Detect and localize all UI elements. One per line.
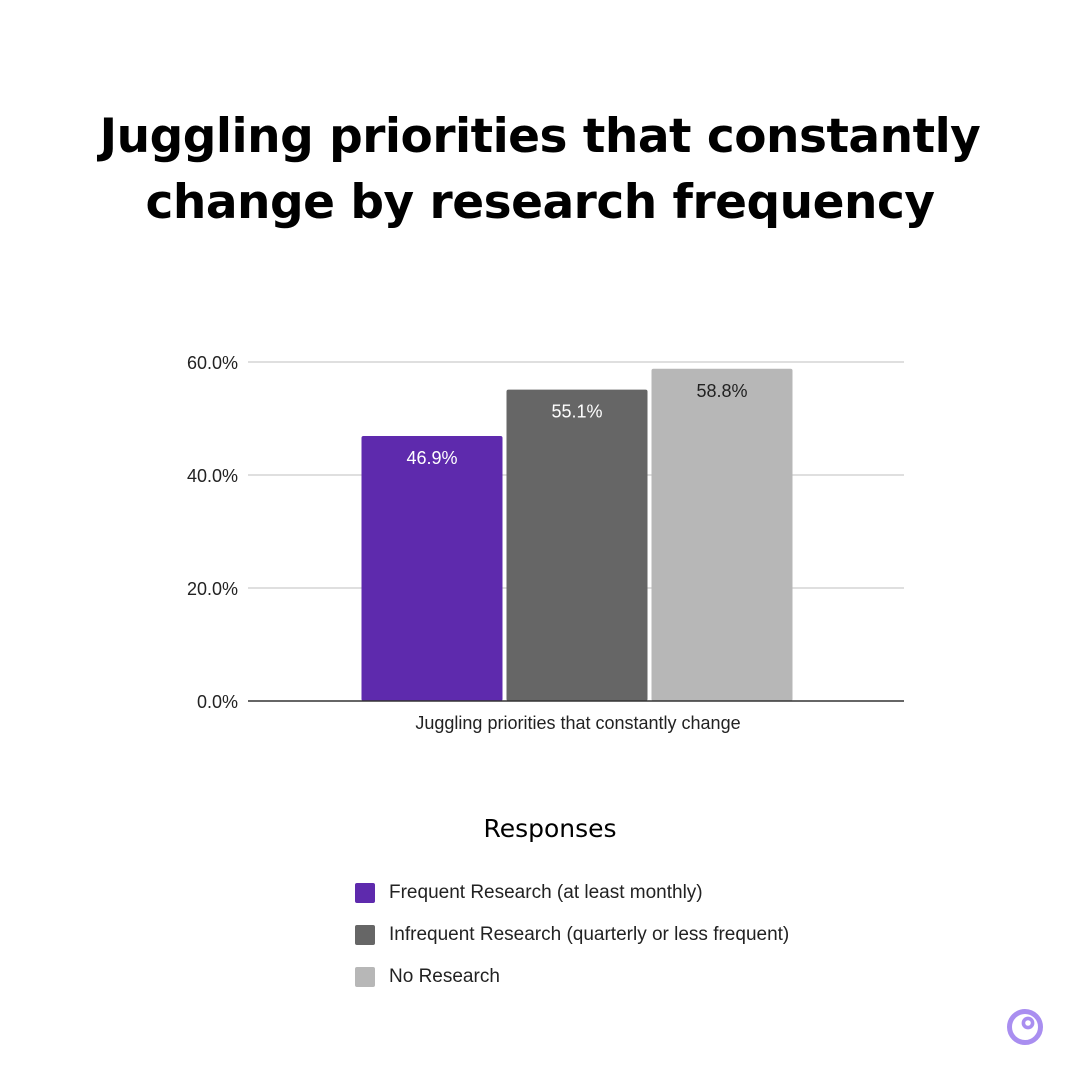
legend-item-frequent: Frequent Research (at least monthly) bbox=[355, 872, 789, 914]
legend-swatch-infrequent bbox=[355, 925, 375, 945]
y-tick-label: 0.0% bbox=[197, 692, 238, 712]
y-tick-label: 60.0% bbox=[187, 353, 238, 373]
data-label: 46.9% bbox=[406, 448, 457, 468]
chart-title: Juggling priorities that constantly chan… bbox=[0, 104, 1080, 236]
legend-label-no-research: No Research bbox=[389, 966, 500, 987]
legend-label-infrequent: Infrequent Research (quarterly or less f… bbox=[389, 924, 790, 945]
data-label: 55.1% bbox=[551, 402, 602, 422]
x-tick-label: Juggling priorities that constantly chan… bbox=[415, 713, 740, 733]
bar-chart: 0.0% 20.0% 40.0% 60.0% 46.9% 55.1% 58.8% Juggli… bbox=[187, 353, 904, 733]
legend-item-no-research: No Research bbox=[355, 956, 789, 998]
bar bbox=[506, 389, 648, 701]
y-tick-label: 40.0% bbox=[187, 466, 238, 486]
legend-swatch-frequent bbox=[355, 883, 375, 903]
chart-title-line-1: Juggling priorities that constantly bbox=[99, 109, 981, 164]
bar bbox=[361, 436, 503, 701]
legend-label-frequent: Frequent Research (at least monthly) bbox=[389, 882, 703, 903]
legend-swatch-no-research bbox=[355, 967, 375, 987]
legend-item-infrequent: Infrequent Research (quarterly or less f… bbox=[355, 914, 789, 956]
chart-title-line-2: change by research frequency bbox=[145, 175, 935, 230]
legend: Frequent Research (at least monthly) Inf… bbox=[355, 872, 789, 998]
legend-title: Responses bbox=[483, 814, 617, 843]
data-label: 58.8% bbox=[696, 381, 747, 401]
y-tick-label: 20.0% bbox=[187, 579, 238, 599]
bar bbox=[651, 368, 793, 701]
brand-logo-icon bbox=[1007, 1009, 1043, 1045]
